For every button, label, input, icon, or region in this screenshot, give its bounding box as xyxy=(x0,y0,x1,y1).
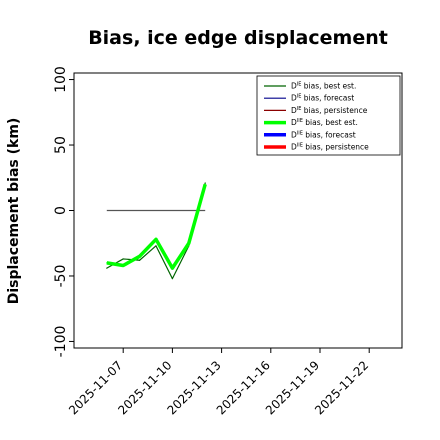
plot-series xyxy=(106,182,207,280)
legend-label-dii_best: DIIE bias, best est. xyxy=(291,118,358,127)
data-point-de_best xyxy=(171,277,173,280)
data-point-dii_best xyxy=(106,262,108,264)
data-point-dii_best xyxy=(122,264,124,267)
y-tick-label: 100 xyxy=(53,66,69,93)
data-point-dii_best xyxy=(204,183,206,185)
data-point-dii_best xyxy=(139,255,141,257)
legend: DIE bias, best est. DIE bias, forecast DIE… xyxy=(256,75,401,156)
legend-label-de_pers: DIE bias, persistence xyxy=(291,106,368,115)
data-point-de_best xyxy=(106,267,108,269)
data-point-dii_best xyxy=(155,238,157,240)
legend-label-dii_fc: DIIE bias, forecast xyxy=(291,130,356,139)
legend-label-de_best: DIE bias, best est. xyxy=(291,82,356,91)
data-point-dii_best xyxy=(171,267,173,269)
data-point-de_best xyxy=(155,245,157,247)
y-tick-label: 0 xyxy=(53,206,69,215)
y-tick-label: 50 xyxy=(53,136,69,154)
data-point-de_best xyxy=(204,182,206,184)
legend-label-dii_pers: DIIE bias, persistence xyxy=(291,143,369,152)
y-axis: -100 -50 0 50 100 xyxy=(53,66,74,357)
legend-frame xyxy=(256,75,401,156)
series-line-dii_best xyxy=(106,183,207,270)
legend-label-de_fc: DIE bias, forecast xyxy=(291,94,354,103)
chart-title: Bias, ice edge displacement xyxy=(88,27,388,49)
data-point-de_best xyxy=(122,258,124,260)
data-point-de_best xyxy=(139,259,141,261)
x-axis: 2025-11-072025-11-102025-11-132025-11-16… xyxy=(66,348,371,417)
y-tick-label: -100 xyxy=(53,326,69,358)
y-tick-label: -50 xyxy=(53,265,69,288)
data-point-dii_best xyxy=(188,242,190,244)
y-axis-label: Displacement bias (km) xyxy=(6,118,22,305)
